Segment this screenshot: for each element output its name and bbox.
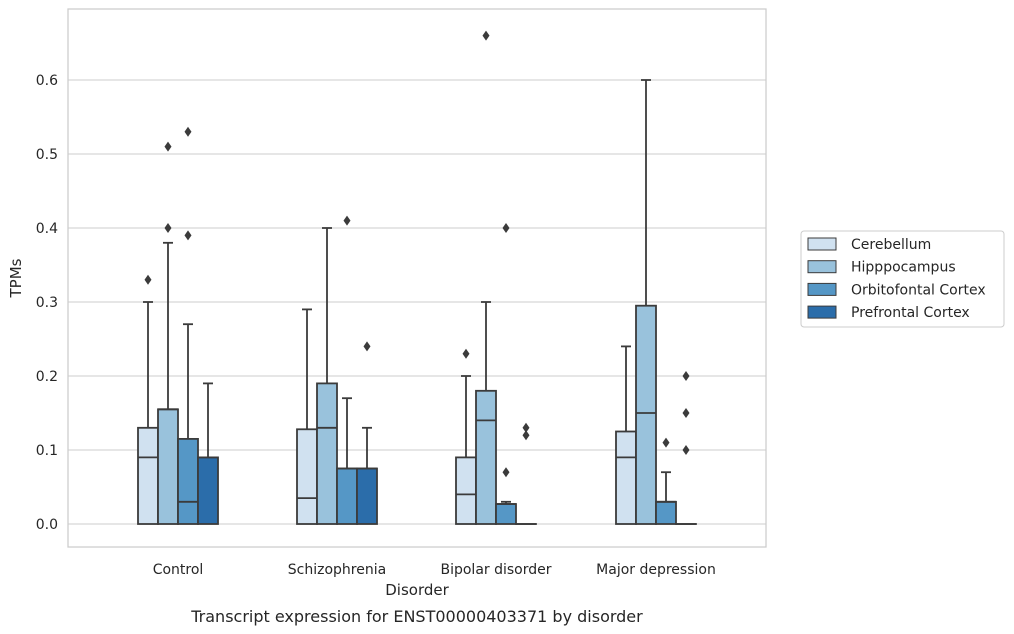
box-body	[296, 428, 318, 525]
x-axis-label: Disorder	[385, 581, 449, 599]
legend-label: Cerebellum	[851, 237, 931, 253]
outlier-marker	[522, 430, 530, 441]
legend-entries: Cerebellum Hipppocampus Orbitofontal Corte…	[807, 237, 986, 321]
figure-caption: Transcript expression for ENST0000040337…	[190, 607, 643, 626]
box-body	[197, 456, 219, 525]
box-2-0	[177, 126, 199, 525]
box-body	[177, 437, 199, 525]
outlier-marker	[184, 126, 192, 137]
box-1-3	[635, 79, 657, 525]
plot-frame	[67, 8, 767, 548]
legend-label: Prefrontal Cortex	[851, 305, 970, 321]
outlier-marker	[482, 30, 490, 41]
legend-swatch	[807, 237, 837, 251]
outlier-marker	[682, 408, 690, 418]
outlier-marker	[502, 223, 510, 233]
box-body	[356, 467, 378, 525]
y-tick-label: 0.3	[36, 295, 58, 311]
y-tick-label: 0.2	[36, 369, 58, 385]
box-3-0	[197, 382, 219, 525]
box-3-2	[515, 422, 537, 525]
x-tick-label: Control	[153, 562, 204, 578]
y-tick-labels: 0.0 0.1 0.2 0.3 0.4 0.5 0.6	[36, 73, 58, 533]
box-body	[455, 456, 477, 525]
y-tick-label: 0.4	[36, 221, 58, 237]
outlier-marker	[184, 230, 192, 241]
box-body	[475, 389, 497, 525]
y-tick-label: 0.6	[36, 73, 58, 89]
x-tick-label: Major depression	[596, 562, 716, 578]
box-body	[495, 503, 517, 525]
box-body	[137, 426, 159, 525]
y-tick-label: 0.1	[36, 443, 58, 459]
box-3-3	[675, 371, 697, 525]
legend-label: Hipppocampus	[851, 260, 956, 276]
legend-label: Orbitofontal Cortex	[851, 282, 986, 298]
box-body	[157, 408, 179, 525]
outlier-marker	[662, 437, 670, 448]
x-tick-labels: Control Schizophrenia Bipolar disorder Majo…	[153, 562, 716, 578]
box-body	[635, 304, 657, 525]
box-series-group	[137, 30, 697, 525]
x-tick-label: Schizophrenia	[288, 562, 386, 578]
y-tick-label: 0.5	[36, 147, 58, 163]
outlier-marker	[682, 445, 690, 455]
outlier-marker	[343, 215, 351, 226]
outlier-marker	[462, 348, 470, 359]
outlier-marker	[502, 467, 510, 478]
box-body	[655, 500, 677, 525]
y-tick-label: 0.0	[36, 517, 58, 533]
outlier-marker	[164, 223, 172, 233]
box-1-0	[157, 141, 179, 525]
outlier-marker	[144, 274, 152, 285]
outlier-marker	[363, 341, 371, 352]
box-1-2	[475, 30, 497, 525]
y-axis-label: TPMs	[7, 258, 25, 298]
box-1-1	[316, 227, 338, 525]
outlier-marker	[164, 141, 172, 152]
box-body	[615, 430, 637, 525]
legend-swatch	[807, 305, 837, 319]
legend: Cerebellum Hipppocampus Orbitofontal Corte…	[800, 230, 1005, 328]
outlier-marker	[682, 371, 690, 381]
box-body	[316, 382, 338, 525]
box-2-3	[655, 437, 677, 525]
legend-swatch	[807, 260, 837, 274]
box-3-1	[356, 341, 378, 525]
box-0-2	[455, 348, 477, 525]
box-0-0	[137, 274, 159, 525]
outlier-marker	[522, 422, 530, 433]
box-body	[336, 467, 358, 525]
x-tick-label: Bipolar disorder	[440, 562, 551, 578]
legend-swatch	[807, 282, 837, 296]
box-2-2	[495, 223, 517, 525]
legend-frame	[800, 230, 1005, 328]
